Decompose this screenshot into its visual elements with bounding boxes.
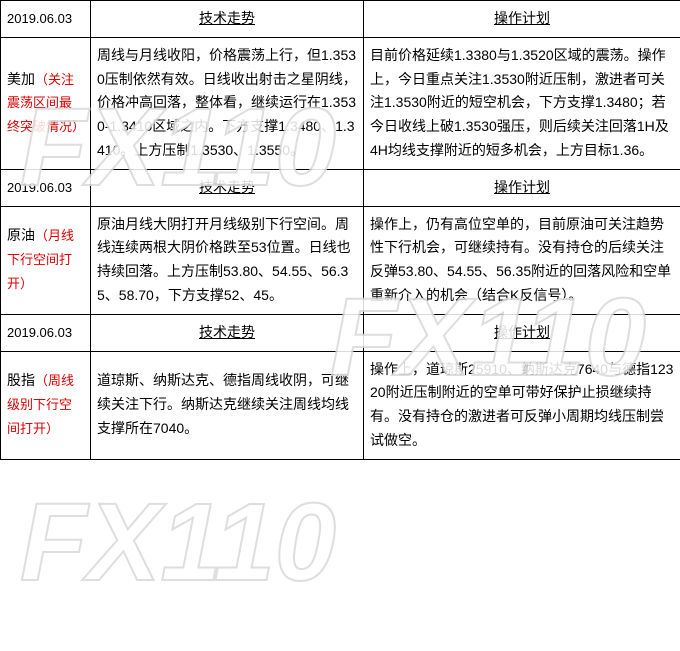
date-cell: 2019.06.03 <box>1 314 91 351</box>
plan-cell: 操作上，仍有高位空单的，目前原油可关注趋势性下行机会，可继续持有。没有持仓的后续… <box>364 206 680 314</box>
instrument-name: 股指 <box>7 372 35 388</box>
date-cell: 2019.06.03 <box>1 169 91 206</box>
header-trend: 技术走势 <box>91 314 364 351</box>
date-cell: 2019.06.03 <box>1 1 91 38</box>
watermark: FX110 <box>20 480 380 610</box>
plan-cell: 目前价格延续1.3380与1.3520区域的震荡。操作上，今日重点关注1.353… <box>364 37 680 169</box>
trend-cell: 道琼斯、纳斯达克、德指周线收阴，可继续关注下行。纳斯达克继续关注周线均线支撑所在… <box>91 351 364 459</box>
instrument-name: 原油 <box>7 227 35 243</box>
trend-cell: 原油月线大阴打开月线级别下行空间。周线连续两根大阴价格跌至53位置。日线也持续回… <box>91 206 364 314</box>
trend-cell: 周线与月线收阳，价格震荡上行，但1.3530压制依然有效。日线收出射击之星阴线，… <box>91 37 364 169</box>
plan-cell: 操作上，道琼斯25910、纳斯达克7640与德指12320附近压制附近的空单可带… <box>364 351 680 459</box>
header-plan: 操作计划 <box>364 314 680 351</box>
instrument-name: 美加 <box>7 71 35 87</box>
instrument-label: 股指（周线级别下行空间打开） <box>1 351 91 459</box>
header-plan: 操作计划 <box>364 169 680 206</box>
instrument-label: 原油（月线下行空间打开） <box>1 206 91 314</box>
analysis-table: 2019.06.03技术走势操作计划美加（关注震荡区间最终突破情况）周线与月线收… <box>0 0 680 460</box>
svg-text:FX110: FX110 <box>20 481 336 604</box>
header-trend: 技术走势 <box>91 169 364 206</box>
header-plan: 操作计划 <box>364 1 680 38</box>
header-trend: 技术走势 <box>91 1 364 38</box>
instrument-label: 美加（关注震荡区间最终突破情况） <box>1 37 91 169</box>
